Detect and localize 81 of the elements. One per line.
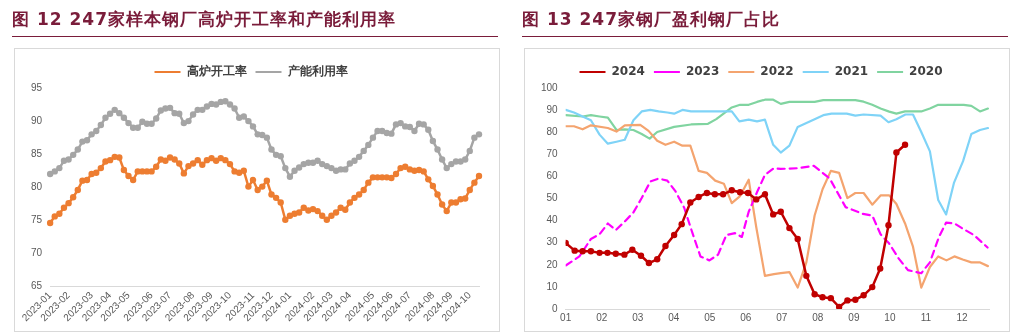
legend-label: 2023 (685, 64, 720, 79)
x-tick-label: 02 (596, 311, 608, 323)
chart-title: 图 12 247家样本钢厂高炉开工率和产能利用率 (12, 8, 498, 37)
x-tick-label: 04 (668, 311, 680, 323)
y-tick-label: 70 (31, 247, 43, 259)
point (827, 294, 835, 302)
point (901, 141, 909, 148)
point (852, 296, 859, 303)
point (579, 248, 586, 255)
legend-label: 2020 (909, 64, 943, 79)
point (786, 224, 793, 232)
y-tick-label: 100 (541, 81, 559, 93)
y-tick-label: 20 (546, 258, 559, 270)
point (687, 199, 694, 206)
y-tick-label: 80 (546, 125, 559, 137)
point (596, 249, 603, 257)
point (629, 246, 636, 253)
point (637, 252, 645, 259)
point (835, 303, 843, 309)
point (744, 189, 752, 197)
point (877, 265, 884, 272)
point (794, 235, 801, 243)
point (777, 208, 784, 215)
x-tick-label: 06 (740, 311, 752, 323)
point (711, 191, 719, 198)
point (571, 247, 578, 254)
y-tick-label: 80 (31, 181, 43, 193)
x-tick-label: 12 (956, 311, 968, 323)
point (860, 292, 867, 299)
x-tick-label: 03 (632, 311, 644, 323)
point (869, 283, 876, 291)
y-tick-label: 0 (552, 302, 559, 314)
x-tick-label: 08 (812, 311, 824, 323)
x-tick-label: 01 (560, 311, 572, 323)
point (587, 248, 595, 255)
y-tick-label: 95 (31, 81, 43, 93)
x-tick-label: 10 (884, 311, 896, 323)
point (719, 191, 727, 198)
point (653, 256, 661, 263)
point (761, 191, 769, 198)
y-tick-label: 90 (31, 114, 43, 126)
legend-label: 2024 (611, 64, 645, 79)
y-tick-label: 85 (31, 147, 43, 159)
line-series (565, 164, 989, 275)
point (695, 193, 702, 201)
y-tick-label: 40 (546, 214, 559, 226)
point (703, 189, 711, 197)
legend-label: 2021 (834, 64, 869, 79)
point (678, 220, 685, 228)
point (844, 297, 851, 304)
point (893, 149, 900, 156)
y-tick-label: 60 (546, 170, 559, 182)
point (736, 189, 744, 196)
point (670, 231, 678, 239)
point (604, 249, 611, 257)
point (662, 242, 669, 250)
y-tick-label: 50 (546, 192, 559, 204)
y-tick-label: 70 (546, 148, 559, 160)
point (753, 196, 760, 203)
chart-title: 图 13 247家钢厂盈利钢厂占比 (522, 8, 1008, 37)
x-tick-label: 05 (704, 311, 716, 323)
legend-label: 产能利用率 (286, 64, 348, 79)
legend-label: 2022 (760, 64, 794, 79)
point (803, 272, 810, 280)
point (621, 251, 628, 258)
y-tick-label: 75 (31, 214, 43, 226)
point (811, 290, 818, 298)
point (819, 294, 826, 301)
point (885, 222, 892, 229)
x-tick-label: 11 (920, 311, 932, 323)
y-tick-label: 30 (546, 236, 559, 248)
legend-label: 高炉开工率 (186, 64, 247, 79)
x-tick-label: 07 (776, 311, 788, 323)
point (612, 250, 619, 257)
y-tick-label: 90 (546, 103, 559, 115)
point (645, 259, 653, 267)
point (770, 211, 777, 218)
x-tick-label: 09 (848, 311, 860, 323)
point (728, 187, 735, 194)
y-tick-label: 10 (546, 280, 559, 292)
y-tick-label: 65 (31, 280, 43, 292)
